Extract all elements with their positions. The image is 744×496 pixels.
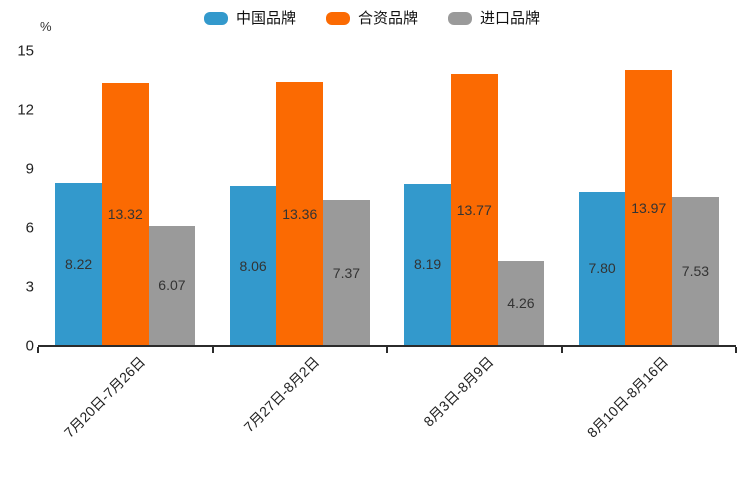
legend-label: 进口品牌 [480,9,541,27]
bar-value-label: 13.77 [456,201,492,218]
x-axis-category-label: 7月27日-8月2日 [240,353,323,436]
y-axis-tick-label: 12 [17,101,34,119]
legend-label: 中国品牌 [235,9,296,27]
bar: 13.77 [450,74,498,345]
bar-value-label: 13.32 [107,206,143,222]
y-axis-tick-label: 6 [25,219,34,237]
legend-item-2[interactable]: 合资品牌 [325,9,418,27]
legend-label: 合资品牌 [357,9,418,27]
bar: 7.53 [672,196,719,345]
chart-legend: 中国品牌 合资品牌 进口品牌 [0,8,744,28]
bar: 13.36 [276,82,324,345]
bar: 4.26 [497,261,545,345]
bar-value-label: 8.22 [64,256,93,273]
x-axis-tick [735,347,737,353]
x-axis-category-label: 8月10日-8月16日 [584,353,672,441]
x-axis-line [38,345,736,347]
x-axis-tick [37,347,39,353]
bar: 7.37 [323,200,370,345]
legend-item-3[interactable]: 进口品牌 [448,11,540,26]
legend-swatch-icon [203,11,228,25]
bar-value-label: 7.37 [332,264,361,281]
legend-swatch-icon [325,11,350,25]
x-axis-tick [560,347,563,353]
bar-value-label: 7.53 [681,262,710,279]
bar: 7.80 [578,191,626,345]
x-axis-tick [211,347,214,353]
x-axis-tick [386,347,388,353]
bar-value-label: 8.19 [413,256,442,273]
y-axis-unit-label: % [40,19,52,34]
bar-value-label: 8.06 [239,257,267,274]
bar-value-label: 7.80 [588,260,616,277]
bar-value-label: 6.07 [158,277,186,294]
bar: 8.22 [55,183,102,345]
bar-value-label: 13.97 [631,199,667,216]
bar-value-label: 4.26 [507,295,535,312]
y-axis-tick-label: 3 [25,278,34,296]
legend-item-1[interactable]: 中国品牌 [203,9,296,27]
bar: 8.06 [229,186,277,345]
x-axis-category-label: 7月20日-7月26日 [60,353,148,441]
y-axis-tick-label: 15 [17,42,34,60]
legend-swatch-icon [448,11,472,25]
bar: 8.19 [404,183,451,345]
bar-value-label: 13.36 [282,205,318,222]
bar: 6.07 [148,225,196,345]
y-axis-tick-label: 0 [25,337,34,355]
bar: 13.32 [101,83,149,345]
y-axis-tick-label: 9 [25,160,34,178]
bar: 13.97 [625,70,673,345]
x-axis-category-label: 8月3日-8月9日 [420,353,497,430]
